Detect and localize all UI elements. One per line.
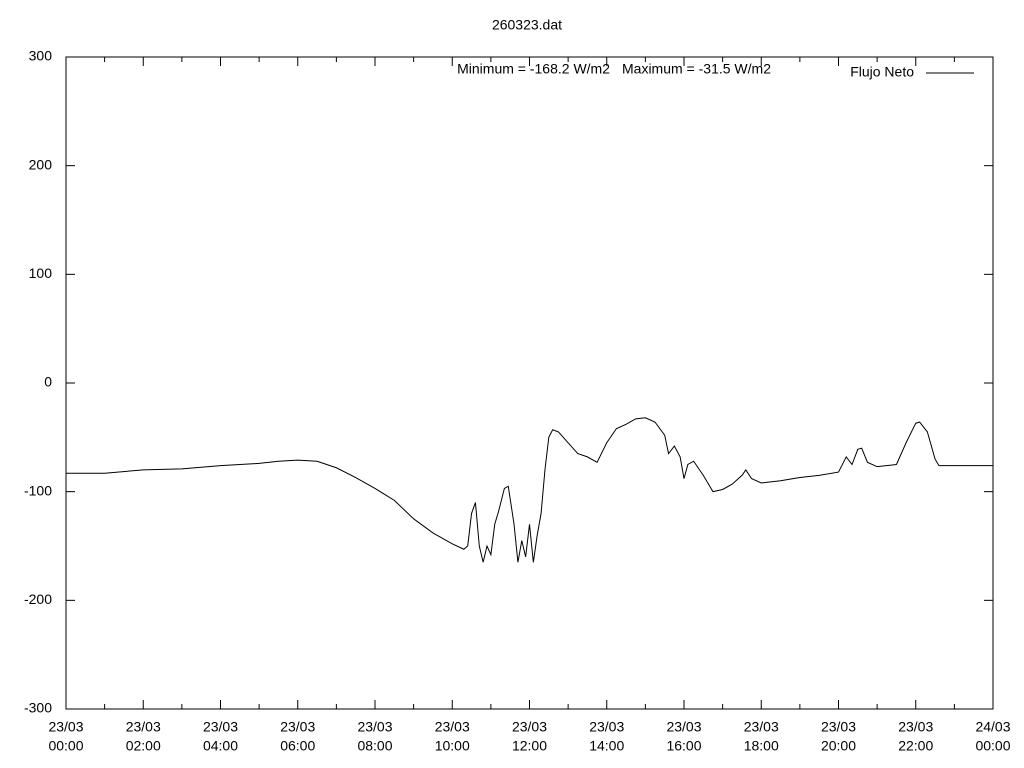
annotation: Minimum = -168.2 W/m2 bbox=[457, 61, 610, 77]
x-tick-label: 06:00 bbox=[280, 738, 315, 754]
x-tick-label: 23/03 bbox=[357, 719, 392, 735]
x-tick-label: 16:00 bbox=[666, 738, 701, 754]
x-tick-label: 18:00 bbox=[744, 738, 779, 754]
x-tick-label: 12:00 bbox=[512, 738, 547, 754]
x-tick-label: 23/03 bbox=[744, 719, 779, 735]
y-tick-label: -200 bbox=[24, 591, 52, 607]
y-tick-label: -300 bbox=[24, 700, 52, 716]
x-tick-label: 20:00 bbox=[821, 738, 856, 754]
x-tick-label: 14:00 bbox=[589, 738, 624, 754]
plot-frame bbox=[65, 56, 994, 710]
x-tick-label: 23/03 bbox=[435, 719, 470, 735]
legend-label: Flujo Neto bbox=[850, 64, 914, 80]
x-tick-label: 23/03 bbox=[666, 719, 701, 735]
y-tick-label: 0 bbox=[44, 374, 52, 390]
x-tick-label: 23/03 bbox=[589, 719, 624, 735]
x-tick-label: 23/03 bbox=[280, 719, 315, 735]
x-tick-label: 24/03 bbox=[975, 719, 1010, 735]
x-tick-label: 10:00 bbox=[435, 738, 470, 754]
x-tick-label: 23/03 bbox=[821, 719, 856, 735]
x-tick-label: 04:00 bbox=[203, 738, 238, 754]
x-tick-label: 02:00 bbox=[126, 738, 161, 754]
y-tick-label: 300 bbox=[29, 48, 53, 64]
x-tick-label: 23/03 bbox=[48, 719, 83, 735]
x-tick-label: 23/03 bbox=[898, 719, 933, 735]
y-tick-label: 200 bbox=[29, 156, 53, 172]
series-line bbox=[66, 417, 993, 563]
x-tick-label: 23/03 bbox=[126, 719, 161, 735]
chart-title: 260323.dat bbox=[492, 17, 562, 33]
x-tick-label: 23/03 bbox=[203, 719, 238, 735]
x-tick-label: 08:00 bbox=[357, 738, 392, 754]
y-tick-label: 100 bbox=[29, 265, 53, 281]
x-tick-label: 00:00 bbox=[48, 738, 83, 754]
annotation: Maximum = -31.5 W/m2 bbox=[622, 61, 771, 77]
x-tick-label: 23/03 bbox=[512, 719, 547, 735]
x-tick-label: 00:00 bbox=[975, 738, 1010, 754]
y-tick-label: -100 bbox=[24, 482, 52, 498]
x-tick-label: 22:00 bbox=[898, 738, 933, 754]
